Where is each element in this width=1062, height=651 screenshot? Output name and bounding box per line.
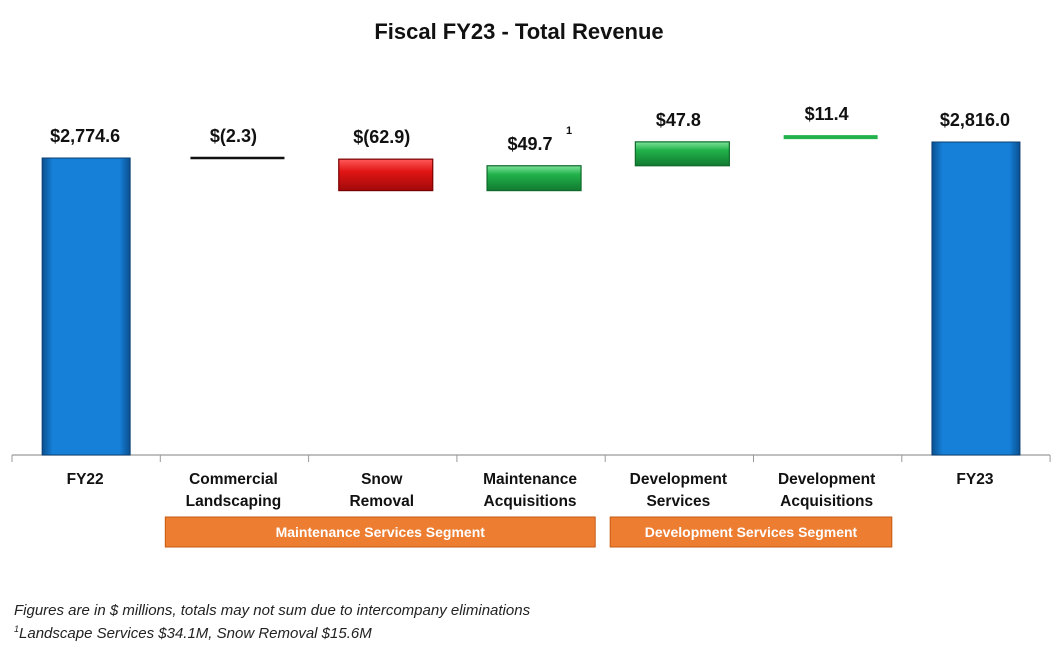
data-label: $(62.9) [353,127,410,147]
x-tick-label: FY22 [67,471,104,488]
data-label: $2,816.0 [940,110,1010,130]
x-tick-label: Acquisitions [780,493,873,510]
footnote-units: Figures are in $ millions, totals may no… [14,602,531,619]
data-label: $(2.3) [210,126,257,146]
chart-title: Fiscal FY23 - Total Revenue [374,19,663,44]
total-bar [41,157,131,456]
x-tick-label: FY23 [956,471,993,488]
x-tick-label: Landscaping [186,493,282,510]
total-bar [931,141,1021,456]
x-tick-label: Snow [361,471,403,488]
segment-label: Maintenance Services Segment [276,524,486,540]
x-tick-label: Commercial [189,471,278,488]
segment-band [609,516,893,548]
increase-bar [486,165,582,192]
x-tick-label: Removal [349,493,414,510]
segment-label: Development Services Segment [645,524,858,540]
data-label: $2,774.6 [50,126,120,146]
x-tick-label: Development [778,471,875,488]
footnote-breakdown: 1Landscape Services $34.1M, Snow Removal… [14,624,372,642]
data-label: $11.4 [805,104,849,124]
x-tick-label: Services [646,493,710,510]
footnote-mark: 1 [14,624,20,634]
segment-band [164,516,596,548]
x-tick-label: Maintenance [483,471,577,488]
x-tick-label: Acquisitions [484,493,577,510]
footnote-breakdown-text: Landscape Services $34.1M, Snow Removal … [19,625,372,642]
decrease-bar [338,158,434,192]
increase-bar [634,141,730,167]
x-tick-label: Development [630,471,727,488]
data-label-footnote-mark: 1 [566,125,572,137]
data-label: $47.8 [656,110,701,130]
data-label: $49.7 [508,134,553,154]
